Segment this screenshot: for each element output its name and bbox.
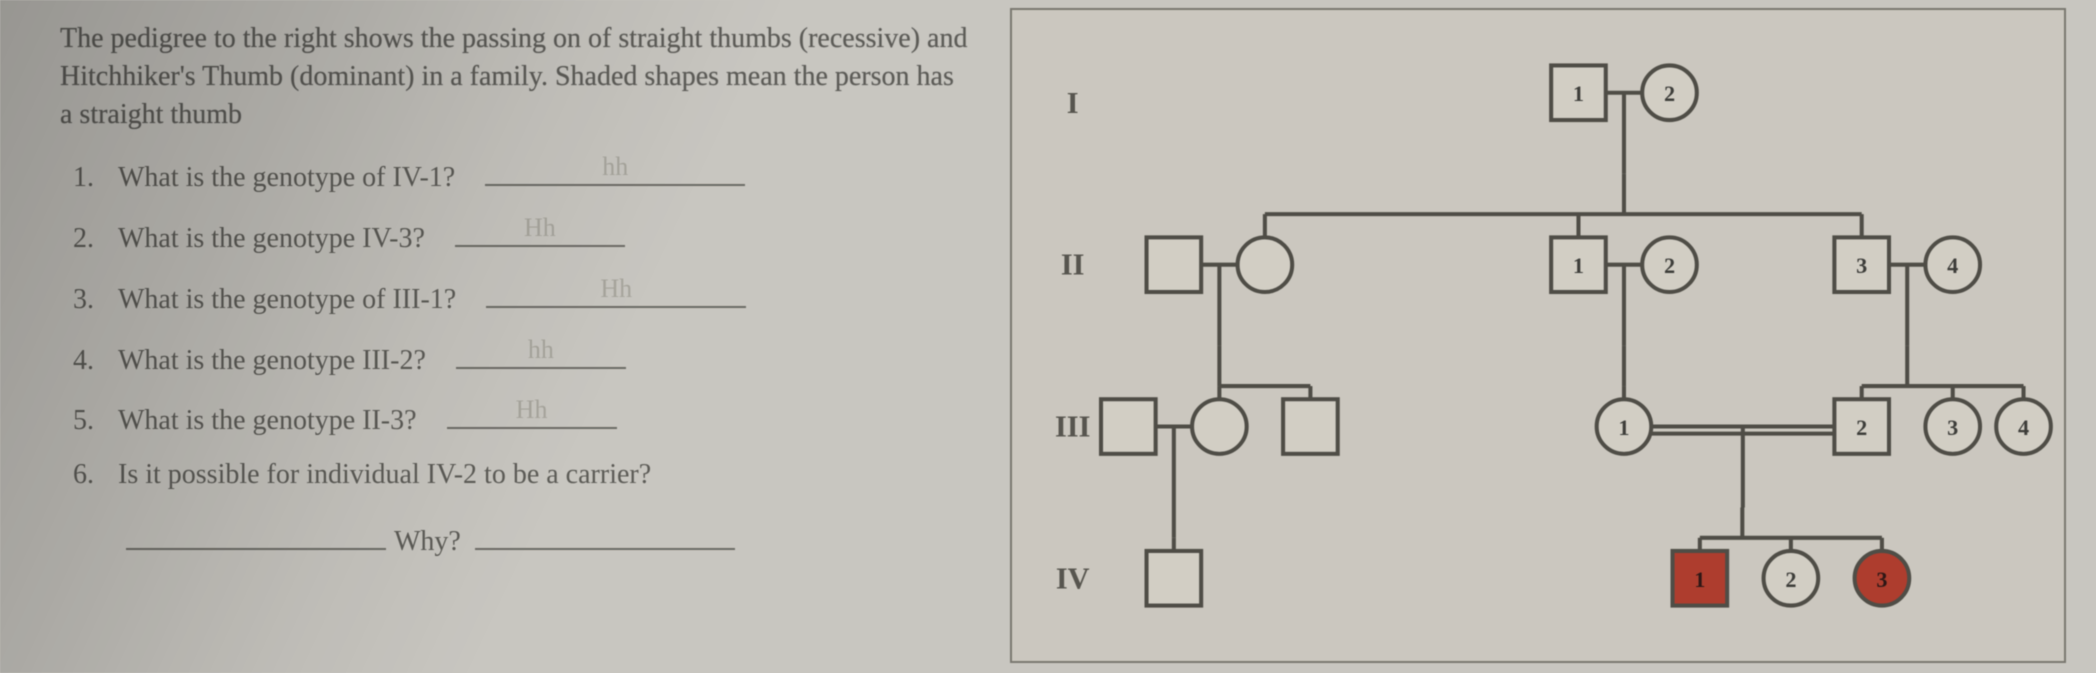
answer-blank: Hh — [455, 216, 625, 247]
question-item: What is the genotype of III-1? Hh — [60, 277, 970, 316]
node-number: 4 — [1947, 253, 1958, 278]
female-node — [1238, 237, 1293, 292]
answer-blank: hh — [485, 155, 745, 186]
pedigree-panel: IIIIIIIV1212341234123 — [1000, 0, 2096, 673]
node-number: 1 — [1618, 415, 1629, 440]
question-item: What is the genotype of IV-1? hh — [60, 155, 970, 194]
node-number: 1 — [1694, 567, 1705, 592]
answer-blank: Hh — [486, 277, 746, 308]
question-item: What is the genotype II-3? Hh — [60, 399, 970, 438]
why-line: Why? — [120, 519, 970, 558]
question-item: What is the genotype III-2? hh — [60, 338, 970, 377]
node-number: 2 — [1785, 567, 1796, 592]
node-number: 3 — [1876, 567, 1887, 592]
male-node — [1147, 237, 1202, 292]
node-number: 1 — [1573, 253, 1584, 278]
node-number: 3 — [1947, 415, 1958, 440]
question-text: Is it possible for individual IV-2 to be… — [118, 459, 651, 491]
question-text: What is the genotype III-2? — [118, 345, 426, 377]
questions-panel: The pedigree to the right shows the pass… — [0, 0, 1000, 673]
question-list: What is the genotype of IV-1?hhWhat is t… — [60, 155, 970, 491]
node-number: 3 — [1856, 253, 1867, 278]
pedigree-frame: IIIIIIIV1212341234123 — [1010, 8, 2066, 663]
male-node — [1147, 551, 1202, 606]
answer-blank: Hh — [447, 399, 617, 430]
answer-blank: hh — [456, 338, 626, 369]
handwritten-answer: hh — [528, 335, 554, 365]
handwritten-answer: Hh — [524, 213, 556, 243]
generation-label: III — [1055, 410, 1090, 444]
handwritten-answer: Hh — [516, 395, 548, 425]
question-text: What is the genotype of IV-1? — [118, 162, 455, 194]
why-label: Why? — [394, 526, 461, 558]
generation-label: I — [1067, 86, 1079, 120]
node-number: 2 — [1856, 415, 1867, 440]
handwritten-answer: Hh — [600, 274, 632, 304]
node-number: 4 — [2018, 415, 2029, 440]
answer-blank — [475, 519, 735, 550]
intro-text: The pedigree to the right shows the pass… — [60, 20, 970, 133]
male-node — [1283, 399, 1338, 454]
question-item: What is the genotype IV-3? Hh — [60, 216, 970, 255]
node-number: 2 — [1664, 253, 1675, 278]
question-text: What is the genotype II-3? — [118, 405, 417, 437]
node-number: 2 — [1664, 81, 1675, 106]
question-text: What is the genotype of III-1? — [118, 284, 456, 316]
male-node — [1101, 399, 1156, 454]
worksheet-page: The pedigree to the right shows the pass… — [0, 0, 2096, 673]
handwritten-answer: hh — [602, 152, 628, 182]
answer-blank — [126, 519, 386, 550]
pedigree-chart: IIIIIIIV1212341234123 — [1012, 10, 2064, 661]
female-node — [1192, 399, 1247, 454]
generation-label: II — [1061, 248, 1085, 282]
question-item: Is it possible for individual IV-2 to be… — [60, 459, 970, 491]
question-text: What is the genotype IV-3? — [118, 223, 425, 255]
generation-label: IV — [1056, 561, 1090, 595]
node-number: 1 — [1573, 81, 1584, 106]
